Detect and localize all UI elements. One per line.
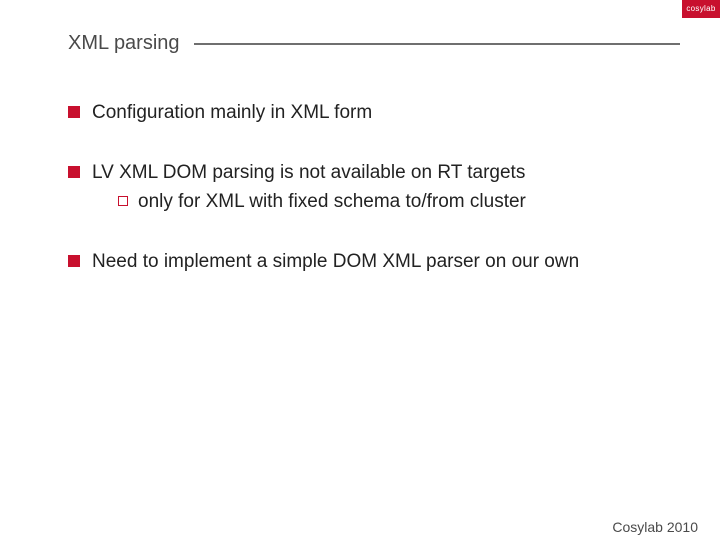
hollow-square-bullet-icon — [118, 196, 128, 206]
header-rule — [194, 43, 680, 45]
list-item: Configuration mainly in XML form — [68, 100, 660, 126]
sub-list-item: only for XML with fixed schema to/from c… — [118, 189, 660, 215]
list-item-text: Need to implement a simple DOM XML parse… — [92, 249, 579, 275]
slide-header: XML parsing — [68, 32, 680, 55]
sub-list-item-text: only for XML with fixed schema to/from c… — [138, 189, 526, 215]
list-item-text: Configuration mainly in XML form — [92, 100, 372, 126]
slide-content: Configuration mainly in XML form LV XML … — [68, 100, 660, 309]
square-bullet-icon — [68, 255, 80, 267]
list-item: LV XML DOM parsing is not available on R… — [68, 160, 660, 215]
footer-text: Cosylab 2010 — [612, 519, 698, 535]
square-bullet-icon — [68, 166, 80, 178]
brand-logo: cosylab — [682, 0, 720, 18]
slide-title: XML parsing — [68, 32, 194, 55]
list-item: Need to implement a simple DOM XML parse… — [68, 249, 660, 275]
list-item-text: LV XML DOM parsing is not available on R… — [92, 160, 660, 186]
square-bullet-icon — [68, 106, 80, 118]
